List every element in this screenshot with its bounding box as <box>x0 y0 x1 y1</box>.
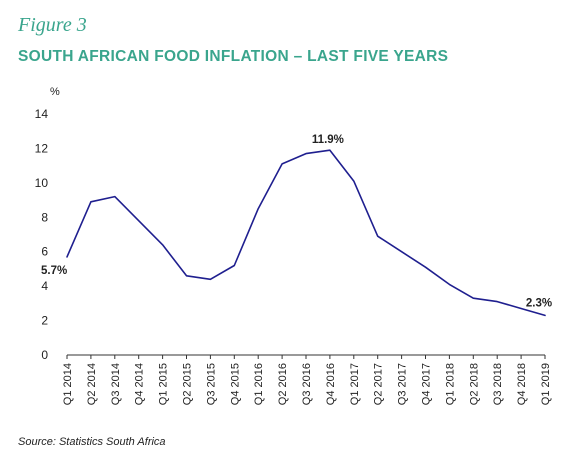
x-tick-label: Q4 2015 <box>229 363 241 405</box>
y-tick-label: 14 <box>35 107 49 121</box>
x-tick-label: Q2 2017 <box>373 363 385 405</box>
x-axis: Q1 2014 Q2 2014 Q3 2014 Q4 2014 Q1 2015 Q2 20… <box>62 354 552 405</box>
y-tick-label: 6 <box>41 245 48 259</box>
y-tick-label: 12 <box>35 141 49 155</box>
x-tick-label: Q3 2018 <box>492 363 504 405</box>
x-tick-label: Q3 2016 <box>301 363 313 405</box>
x-tick-label: Q2 2016 <box>277 363 289 405</box>
chart-title: SOUTH AFRICAN FOOD INFLATION – LAST FIVE… <box>18 48 449 65</box>
x-tick-label: Q2 2014 <box>86 363 98 405</box>
x-tick-label: Q4 2017 <box>421 363 433 405</box>
x-tick-label: Q1 2016 <box>253 363 265 405</box>
data-label: 5.7% <box>41 265 67 277</box>
y-tick-label: 8 <box>41 210 48 224</box>
annotations-group: 5.7% 11.9% 2.3% <box>41 134 552 309</box>
data-label: 2.3% <box>526 297 552 309</box>
x-tick-label: Q3 2017 <box>397 363 409 405</box>
x-tick-label: Q4 2018 <box>516 363 528 405</box>
figure-label: Figure 3 <box>18 14 87 36</box>
data-label: 11.9% <box>312 134 344 146</box>
x-tick-label: Q3 2014 <box>110 363 122 405</box>
source-note: Source: Statistics South Africa <box>18 436 166 448</box>
x-tick-label: Q1 2017 <box>349 363 361 405</box>
series-line <box>66 149 546 317</box>
series-group <box>66 149 546 317</box>
x-tick-label: Q4 2016 <box>325 363 337 405</box>
x-tick-label: Q1 2018 <box>444 363 456 405</box>
y-axis-unit-label: % <box>50 86 60 98</box>
x-tick-label: Q1 2019 <box>540 363 552 405</box>
x-tick-label: Q2 2018 <box>468 363 480 405</box>
y-tick-label: 0 <box>41 348 48 362</box>
y-tick-label: 4 <box>41 279 48 293</box>
x-tick-label: Q1 2014 <box>62 363 74 405</box>
y-tick-label: 10 <box>35 176 49 190</box>
x-tick-label: Q3 2015 <box>205 363 217 405</box>
y-axis: 0 2 4 6 8 10 12 14 <box>35 107 49 362</box>
x-tick-label: Q4 2014 <box>134 363 146 405</box>
x-tick-label: Q2 2015 <box>182 363 194 405</box>
y-tick-label: 2 <box>41 314 48 328</box>
x-tick-label: Q1 2015 <box>158 363 170 405</box>
